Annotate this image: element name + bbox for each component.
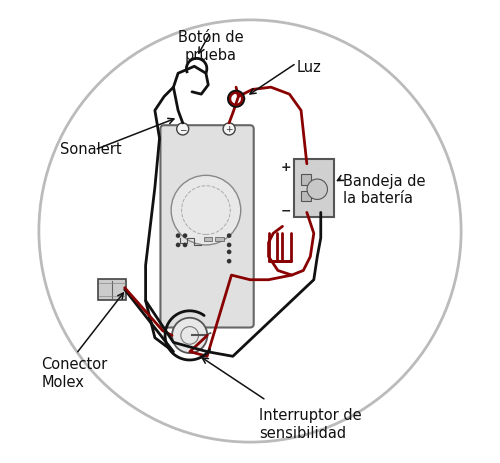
Text: Luz: Luz [296,60,321,75]
Circle shape [227,234,232,238]
Circle shape [171,176,240,245]
Text: −: − [280,204,291,217]
Text: Bandeja de
la batería: Bandeja de la batería [343,174,425,206]
Bar [301,191,311,201]
Circle shape [176,124,189,136]
Circle shape [223,124,235,136]
Circle shape [182,234,188,238]
Circle shape [172,318,208,353]
Circle shape [176,234,180,238]
Text: −: − [179,125,186,134]
Text: Interruptor de
sensibilidad: Interruptor de sensibilidad [260,407,362,440]
Bar [215,238,224,242]
Text: Sonalert: Sonalert [60,141,122,156]
Circle shape [176,243,180,248]
Circle shape [227,243,232,248]
Text: Botón de
prueba: Botón de prueba [178,30,244,63]
Circle shape [227,259,232,264]
Bar [301,175,311,185]
Circle shape [227,250,232,255]
Bar [204,238,212,242]
FancyBboxPatch shape [294,160,334,218]
Text: +: + [280,160,291,173]
FancyBboxPatch shape [160,126,254,328]
Text: Conector
Molex: Conector Molex [41,357,108,389]
FancyBboxPatch shape [98,280,126,300]
Text: +: + [226,125,233,134]
Circle shape [307,180,328,200]
Circle shape [182,243,188,248]
